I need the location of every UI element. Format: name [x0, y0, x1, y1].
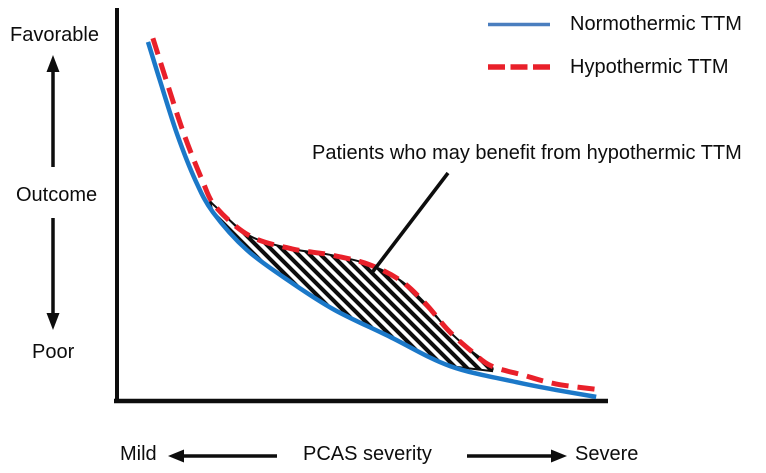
y-axis-label-poor: Poor [32, 341, 75, 363]
benefit-region-hatched [208, 199, 494, 373]
legend-label-hypothermic: Hypothermic TTM [570, 56, 729, 78]
x-axis-label-mild: Mild [120, 443, 157, 465]
normothermic-ttm-curve [145, 41, 597, 400]
x-right-arrow [467, 449, 567, 463]
hypothermic-ttm-curve [150, 37, 602, 393]
curves-layer [145, 37, 602, 400]
x-axis-label-severe: Severe [575, 443, 639, 465]
y-axis-title: Outcome [16, 184, 98, 206]
x-axis-title: PCAS severity [303, 443, 432, 465]
annotation-text: Patients who may benefit from hypothermi… [312, 142, 742, 164]
y-up-arrow [46, 55, 60, 167]
y-down-arrow [46, 218, 60, 330]
annotation-pointer-line [369, 171, 450, 276]
x-left-arrow [168, 449, 277, 463]
y-axis-label-favorable: Favorable [10, 24, 99, 46]
legend-label-normothermic: Normothermic TTM [570, 13, 742, 35]
